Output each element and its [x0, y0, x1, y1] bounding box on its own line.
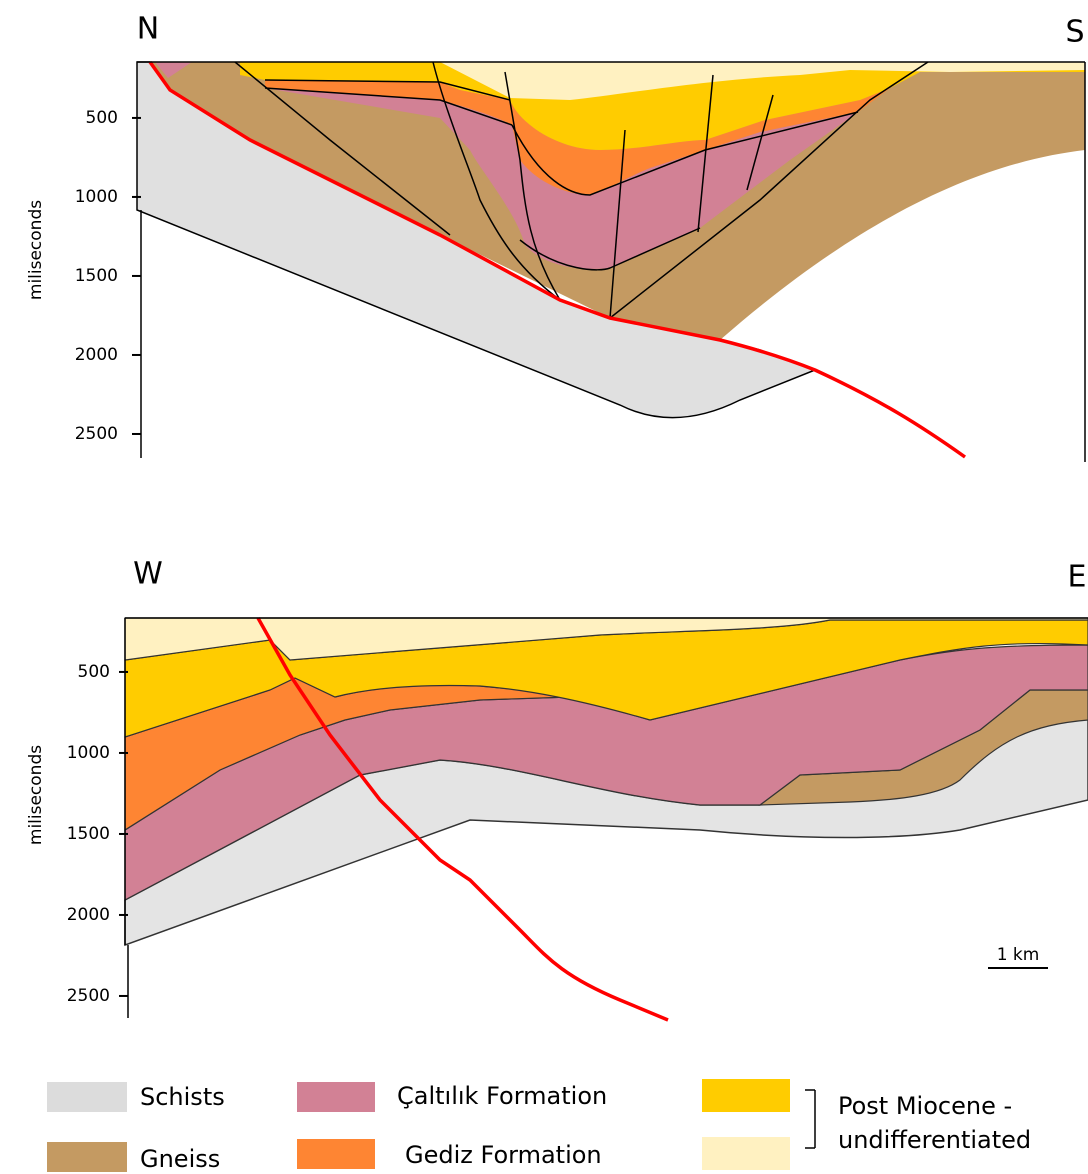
post-miocene-layer: [240, 62, 1085, 150]
direction-label: N: [137, 12, 159, 47]
y-tick-label: 1000: [67, 743, 110, 763]
y-tick-label: 1500: [75, 266, 118, 286]
gediz-layer: [265, 80, 890, 195]
y-axis-label: miliseconds: [26, 745, 46, 845]
legend-swatch: [47, 1142, 127, 1172]
fault-line: [432, 61, 561, 301]
legend: [805, 1089, 816, 1149]
legend-label: undifferentiated: [838, 1126, 1031, 1154]
fault-line: [504, 71, 561, 301]
detachment-fault: [256, 617, 669, 1022]
detachment-fault: [148, 60, 967, 459]
gneiss-layer: [758, 689, 1088, 806]
y-tick-label: 500: [78, 662, 110, 682]
legend-label: Gneiss: [140, 1145, 220, 1173]
legend-swatch: [702, 1079, 790, 1112]
legend-label: Gediz Formation: [405, 1141, 602, 1169]
y-tick-label: 2000: [67, 905, 110, 925]
y-tick-label: 2500: [75, 424, 118, 444]
legend-label: Post Miocene -: [838, 1092, 1012, 1120]
section-ns: [136, 60, 1086, 462]
direction-label: W: [133, 557, 163, 592]
fault-line: [697, 74, 714, 233]
y-tick-label: 2000: [75, 345, 118, 365]
y-tick-label: 1000: [75, 187, 118, 207]
scale-label: 1 km: [997, 945, 1040, 965]
undifferentiated-layer: [440, 62, 1085, 100]
fault-line: [609, 61, 929, 319]
fault-line: [609, 129, 626, 319]
y-tick-label: 1500: [67, 824, 110, 844]
direction-label: S: [1065, 15, 1084, 50]
caltilik-layer: [265, 88, 858, 269]
legend-swatch: [702, 1137, 790, 1170]
horizon-line: [264, 79, 859, 271]
undifferentiated-layer: [124, 617, 1088, 661]
y-axis-label: miliseconds: [26, 200, 46, 300]
direction-label: E: [1068, 560, 1087, 595]
caltilik-small: [155, 62, 192, 78]
legend-swatch: [297, 1082, 375, 1112]
y-tick-label: 2500: [67, 986, 110, 1006]
fault-line: [746, 94, 774, 191]
legend-label: Schists: [140, 1083, 225, 1111]
y-tick-label: 500: [86, 108, 118, 128]
legend-swatch: [297, 1139, 375, 1169]
frame: [137, 61, 1086, 462]
legend-swatch: [47, 1082, 127, 1112]
legend-label: Çaltılık Formation: [397, 1082, 607, 1110]
section-we: 1 km: [124, 617, 1088, 1022]
